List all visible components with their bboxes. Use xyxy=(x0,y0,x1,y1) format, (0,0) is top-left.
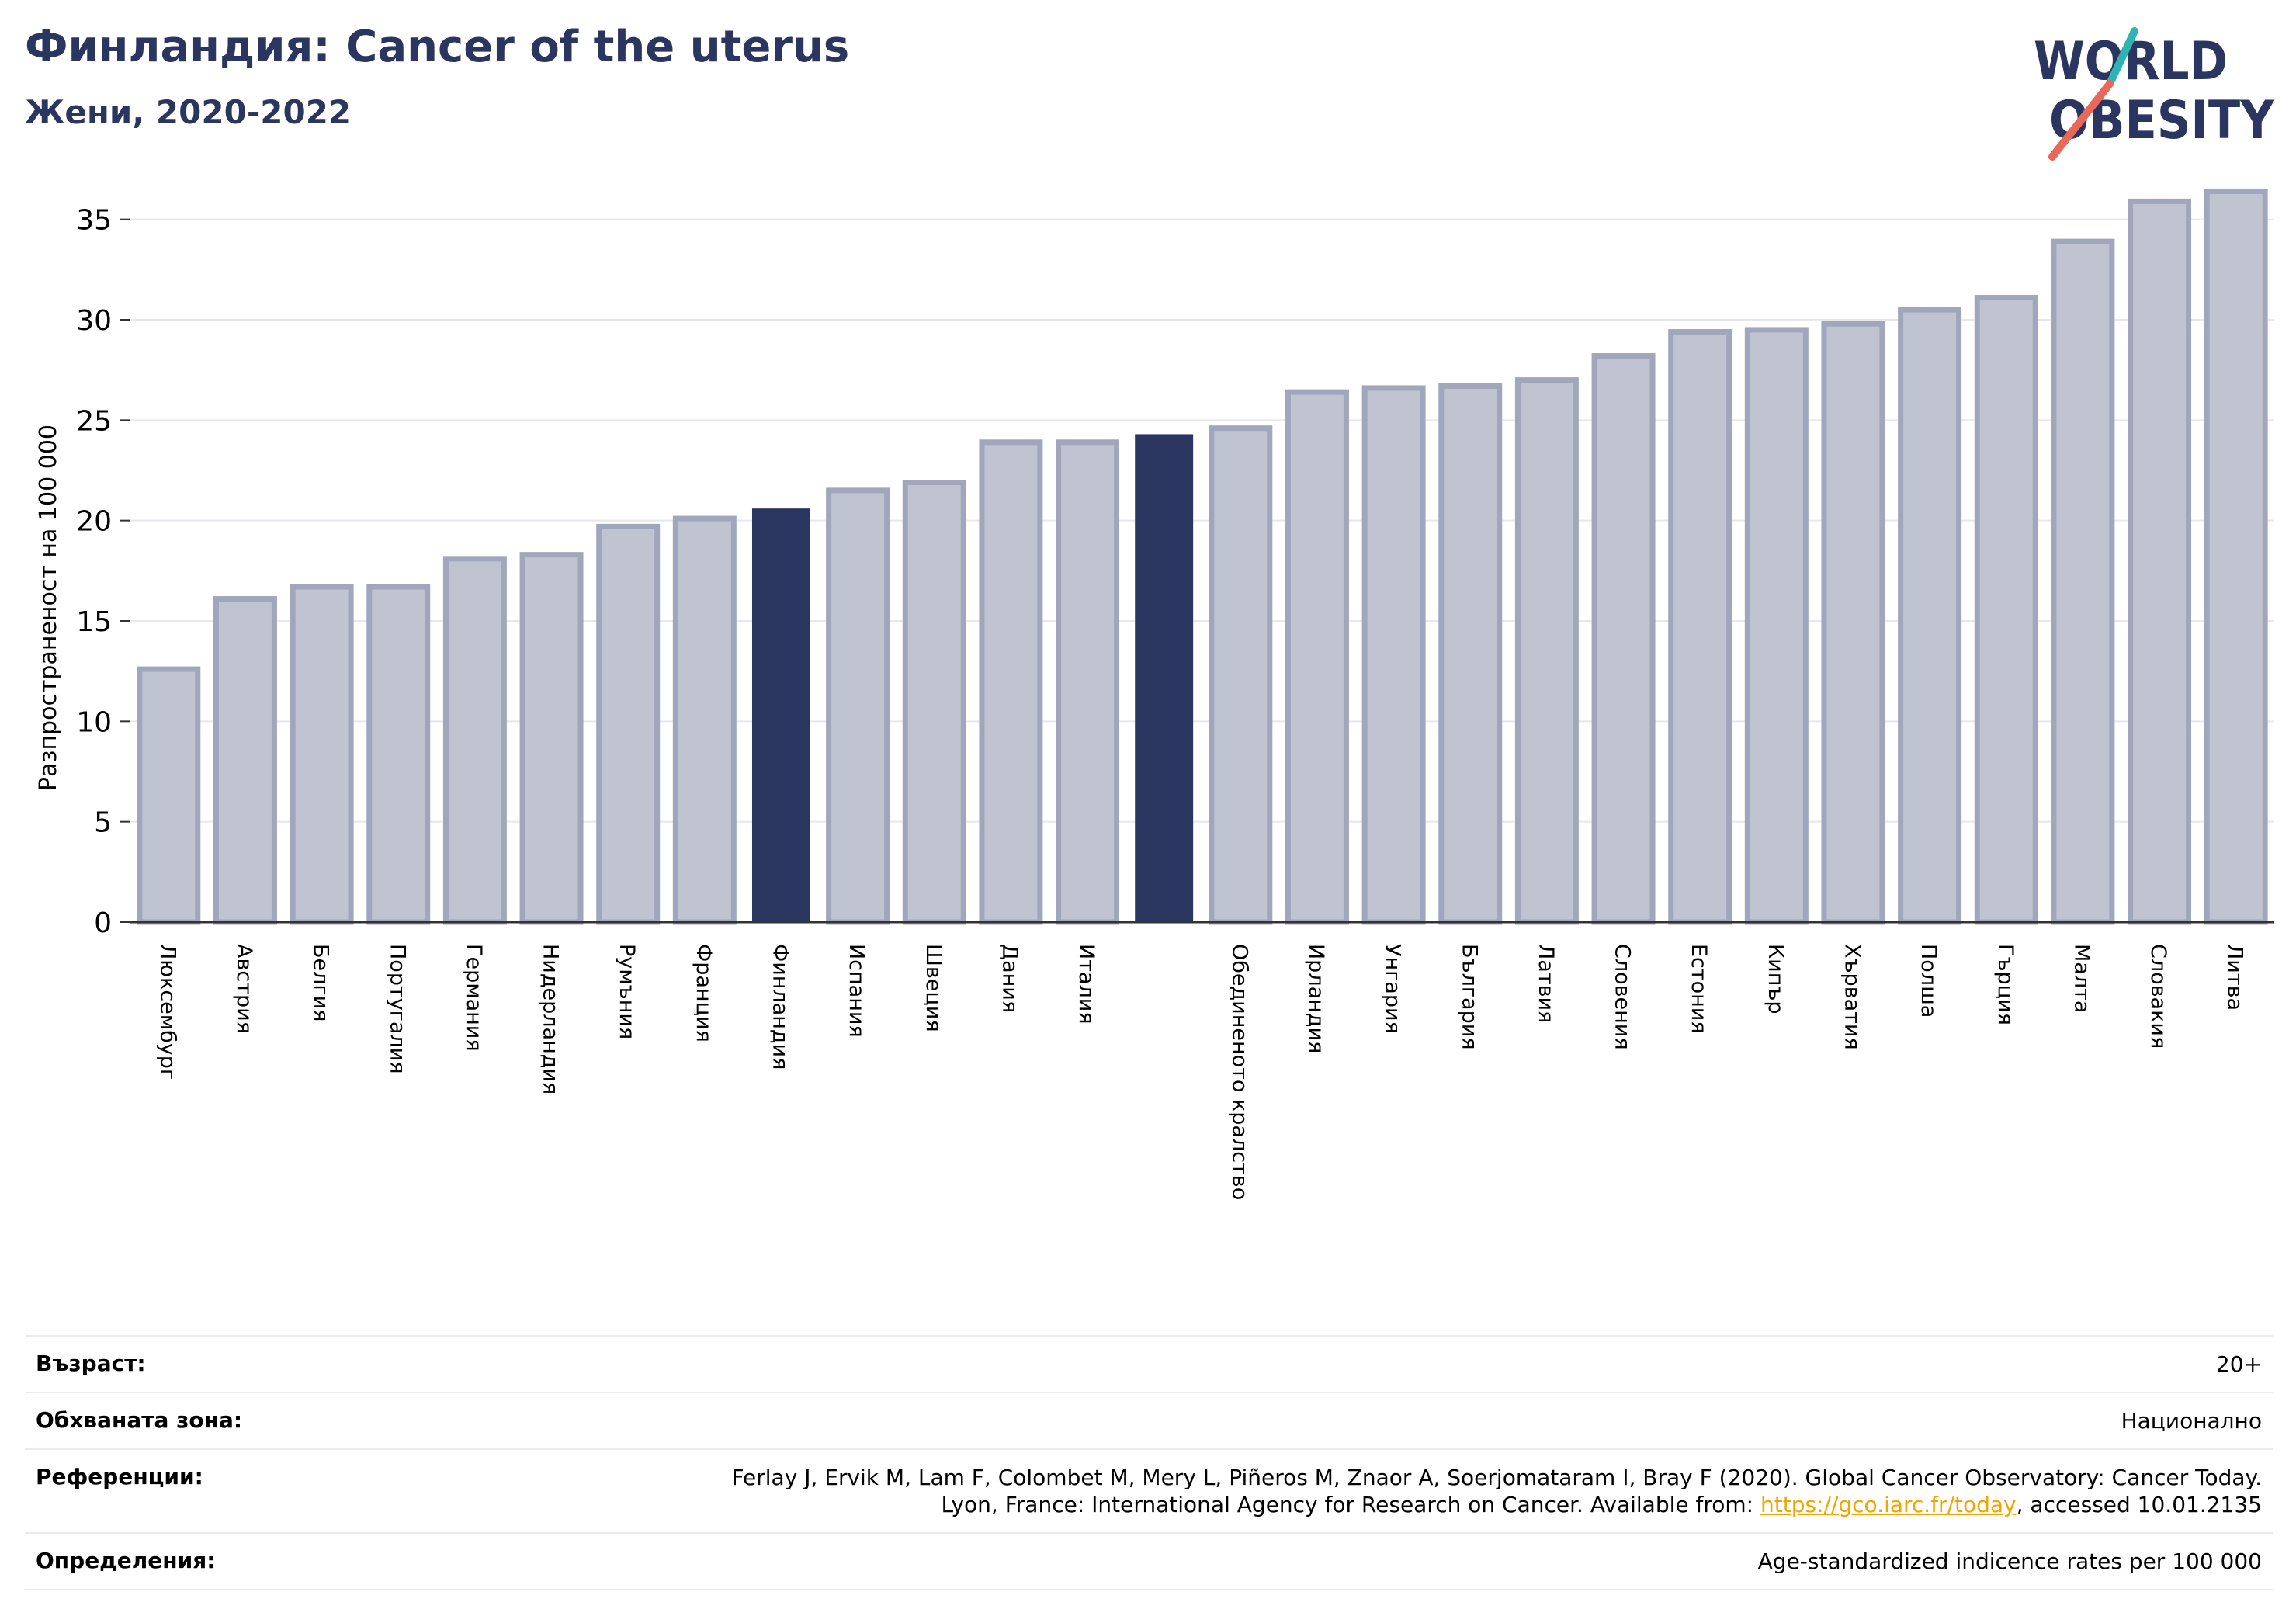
age-label: Възраст: xyxy=(36,1351,146,1376)
x-tick-label: Люксембург xyxy=(155,944,179,1080)
definitions-value: Age-standardized indicence rates per 100… xyxy=(1757,1548,2262,1574)
bar xyxy=(1209,425,1273,925)
x-tick-label: Словакия xyxy=(2146,944,2170,1049)
x-tick-label: Хърватия xyxy=(1840,944,1864,1050)
x-tick-label: Словения xyxy=(1611,944,1635,1050)
bar xyxy=(1974,295,2038,925)
x-tick-label: Литва xyxy=(2223,944,2247,1011)
bar xyxy=(2128,198,2192,925)
info-row-area: Обхваната зона: Национално xyxy=(25,1392,2273,1448)
x-tick-label: Гърция xyxy=(1993,944,2017,1025)
x-tick-label: Полша xyxy=(1916,944,1941,1018)
x-axis-ticks: Люксембург Австрия Белгия Португалия Германи… xyxy=(155,944,2246,1200)
bar xyxy=(1514,377,1579,925)
y-tick-label: 15 xyxy=(76,606,112,638)
x-tick-label: Германия xyxy=(462,944,486,1052)
x-tick-label: Обединеното кралство xyxy=(1227,944,1251,1200)
y-tick-label: 5 xyxy=(94,807,112,839)
bar xyxy=(442,556,507,925)
bar xyxy=(519,552,584,925)
y-tick-label: 10 xyxy=(76,706,112,738)
y-axis-ticks: 0 5 10 15 20 25 30 35 xyxy=(76,205,130,939)
reference-line1: Ferlay J, Ervik M, Lam F, Colombet M, Me… xyxy=(731,1465,2262,1490)
bar xyxy=(366,584,431,925)
y-tick-label: 30 xyxy=(76,305,112,337)
x-tick-label: Италия xyxy=(1074,944,1098,1025)
x-tick-label: Малта xyxy=(2069,944,2093,1013)
reference-line2-pre: Lyon, France: International Agency for R… xyxy=(941,1492,1760,1517)
bars xyxy=(137,188,2268,925)
info-row-age: Възраст: 20+ xyxy=(25,1335,2273,1392)
x-tick-label: Португалия xyxy=(385,944,409,1073)
bar xyxy=(1135,434,1194,922)
x-tick-label: Нидерландия xyxy=(539,944,563,1094)
references-label: Референции: xyxy=(36,1464,203,1489)
bar xyxy=(826,487,890,925)
bar xyxy=(1056,439,1120,925)
x-tick-label: Дания xyxy=(997,944,1021,1013)
reference-link[interactable]: https://gco.iarc.fr/today xyxy=(1760,1492,2017,1517)
logo-slash-teal xyxy=(2106,27,2138,88)
x-tick-label: Австрия xyxy=(232,944,256,1034)
bar xyxy=(290,584,354,925)
x-tick-label: Франция xyxy=(692,944,716,1042)
y-tick-label: 35 xyxy=(76,205,112,237)
references-value: Ferlay J, Ervik M, Lam F, Colombet M, Me… xyxy=(731,1464,2262,1518)
bar-chart: 0 5 10 15 20 25 30 35 Люксембург Австрия Белгия По… xyxy=(35,188,2274,1200)
bar xyxy=(1361,385,1426,925)
x-tick-label: Финландия xyxy=(768,944,792,1070)
bar xyxy=(1744,327,1809,925)
x-tick-label: Кипър xyxy=(1764,944,1788,1014)
bar xyxy=(1285,389,1349,925)
bar xyxy=(1438,383,1503,925)
x-tick-label: Швеция xyxy=(921,944,945,1032)
bar xyxy=(1591,353,1656,925)
chart-title: Финландия: Cancer of the uterus xyxy=(25,22,850,72)
bar xyxy=(1898,307,1962,925)
x-tick-label: Испания xyxy=(845,944,869,1038)
bar xyxy=(596,523,661,925)
area-value: Национално xyxy=(2121,1408,2262,1434)
x-tick-label: Естония xyxy=(1687,944,1711,1034)
info-row-references: Референции: Ferlay J, Ervik M, Lam F, Co… xyxy=(25,1448,2273,1532)
bar xyxy=(902,480,966,925)
y-tick-label: 20 xyxy=(76,506,112,538)
info-row-definitions: Определения: Age-standardized indicence … xyxy=(25,1532,2273,1590)
bar xyxy=(137,666,201,925)
bar xyxy=(979,439,1043,925)
bar xyxy=(1668,329,1732,925)
bar xyxy=(1821,321,1885,925)
bar xyxy=(213,596,277,925)
x-tick-label: Ирландия xyxy=(1304,944,1328,1053)
x-tick-label: Белгия xyxy=(309,944,333,1021)
bar xyxy=(751,508,810,922)
x-tick-label: България xyxy=(1457,944,1481,1050)
y-tick-label: 25 xyxy=(76,405,112,437)
y-axis-label: Разпространеност на 100 000 xyxy=(35,425,62,791)
area-label: Обхваната зона: xyxy=(36,1407,243,1433)
y-tick-label: 0 xyxy=(94,907,112,939)
age-value: 20+ xyxy=(2215,1351,2262,1377)
world-obesity-logo: WORLD OBESITY xyxy=(2034,27,2275,161)
info-table: Възраст: 20+ Обхваната зона: Национално … xyxy=(25,1335,2273,1590)
x-tick-label: Латвия xyxy=(1534,944,1558,1023)
logo-line2: OBESITY xyxy=(2049,90,2275,151)
logo-slash-coral xyxy=(2048,80,2114,161)
reference-line2-post: , accessed 10.01.2135 xyxy=(2016,1492,2262,1517)
bar xyxy=(2204,188,2268,925)
bar xyxy=(2051,238,2115,925)
bar xyxy=(672,515,737,925)
x-tick-label: Румъния xyxy=(615,944,639,1039)
definitions-label: Определения: xyxy=(36,1548,216,1573)
chart-subtitle: Жени, 2020-2022 xyxy=(25,93,352,131)
x-tick-label: Унгария xyxy=(1381,944,1405,1034)
